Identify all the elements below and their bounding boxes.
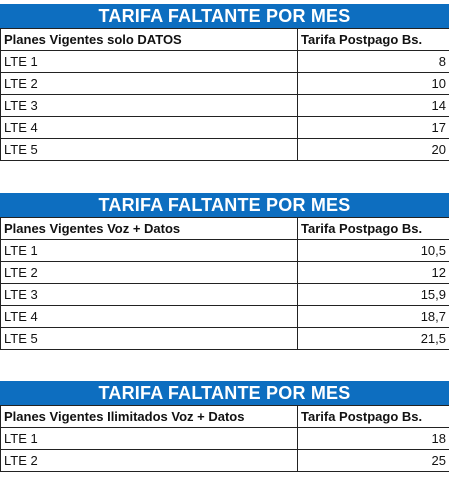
tarifa-cell: 25 [297,449,449,472]
table-header-row: Planes Vigentes solo DATOS Tarifa Postpa… [0,28,449,51]
plan-cell: LTE 5 [0,138,298,161]
table-row: LTE 3 15,9 [0,283,449,306]
tarifa-table: Planes Vigentes Ilimitados Voz + Datos T… [0,405,449,472]
table-row: LTE 3 14 [0,94,449,117]
plan-column-header: Planes Vigentes solo DATOS [0,28,298,51]
plan-cell: LTE 4 [0,305,298,328]
tarifa-block-solo-datos: TARIFA FALTANTE POR MES Planes Vigentes … [0,4,449,161]
tarifa-column-header: Tarifa Postpago Bs. [297,217,449,240]
plan-cell: LTE 1 [0,50,298,73]
block-banner: TARIFA FALTANTE POR MES [0,4,449,28]
table-row: LTE 2 25 [0,449,449,472]
tarifa-cell: 18 [297,427,449,450]
plan-cell: LTE 5 [0,327,298,350]
table-row: LTE 1 10,5 [0,239,449,262]
tarifa-cell: 10,5 [297,239,449,262]
block-banner: TARIFA FALTANTE POR MES [0,381,449,405]
table-row: LTE 4 17 [0,116,449,139]
tarifa-cell: 17 [297,116,449,139]
table-row: LTE 5 21,5 [0,327,449,350]
tarifa-column-header: Tarifa Postpago Bs. [297,28,449,51]
table-row: LTE 1 18 [0,427,449,450]
table-row: LTE 2 10 [0,72,449,95]
plan-column-header: Planes Vigentes Voz + Datos [0,217,298,240]
table-header-row: Planes Vigentes Voz + Datos Tarifa Postp… [0,217,449,240]
tarifa-block-ilimitados: TARIFA FALTANTE POR MES Planes Vigentes … [0,381,449,472]
block-banner: TARIFA FALTANTE POR MES [0,193,449,217]
table-row: LTE 2 12 [0,261,449,284]
tarifa-cell: 15,9 [297,283,449,306]
tarifa-cell: 12 [297,261,449,284]
plan-cell: LTE 3 [0,94,298,117]
tarifa-cell: 21,5 [297,327,449,350]
tarifa-table: Planes Vigentes Voz + Datos Tarifa Postp… [0,217,449,350]
tarifa-cell: 8 [297,50,449,73]
tarifa-column-header: Tarifa Postpago Bs. [297,405,449,428]
table-row: LTE 1 8 [0,50,449,73]
tarifa-cell: 18,7 [297,305,449,328]
tarifa-block-voz-datos: TARIFA FALTANTE POR MES Planes Vigentes … [0,193,449,350]
tarifa-cell: 10 [297,72,449,95]
tarifa-cell: 14 [297,94,449,117]
plan-cell: LTE 2 [0,449,298,472]
tarifa-cell: 20 [297,138,449,161]
plan-column-header: Planes Vigentes Ilimitados Voz + Datos [0,405,298,428]
table-row: LTE 4 18,7 [0,305,449,328]
table-row: LTE 5 20 [0,138,449,161]
tarifa-table: Planes Vigentes solo DATOS Tarifa Postpa… [0,28,449,161]
plan-cell: LTE 2 [0,72,298,95]
plan-cell: LTE 2 [0,261,298,284]
table-header-row: Planes Vigentes Ilimitados Voz + Datos T… [0,405,449,428]
plan-cell: LTE 3 [0,283,298,306]
plan-cell: LTE 4 [0,116,298,139]
plan-cell: LTE 1 [0,239,298,262]
plan-cell: LTE 1 [0,427,298,450]
